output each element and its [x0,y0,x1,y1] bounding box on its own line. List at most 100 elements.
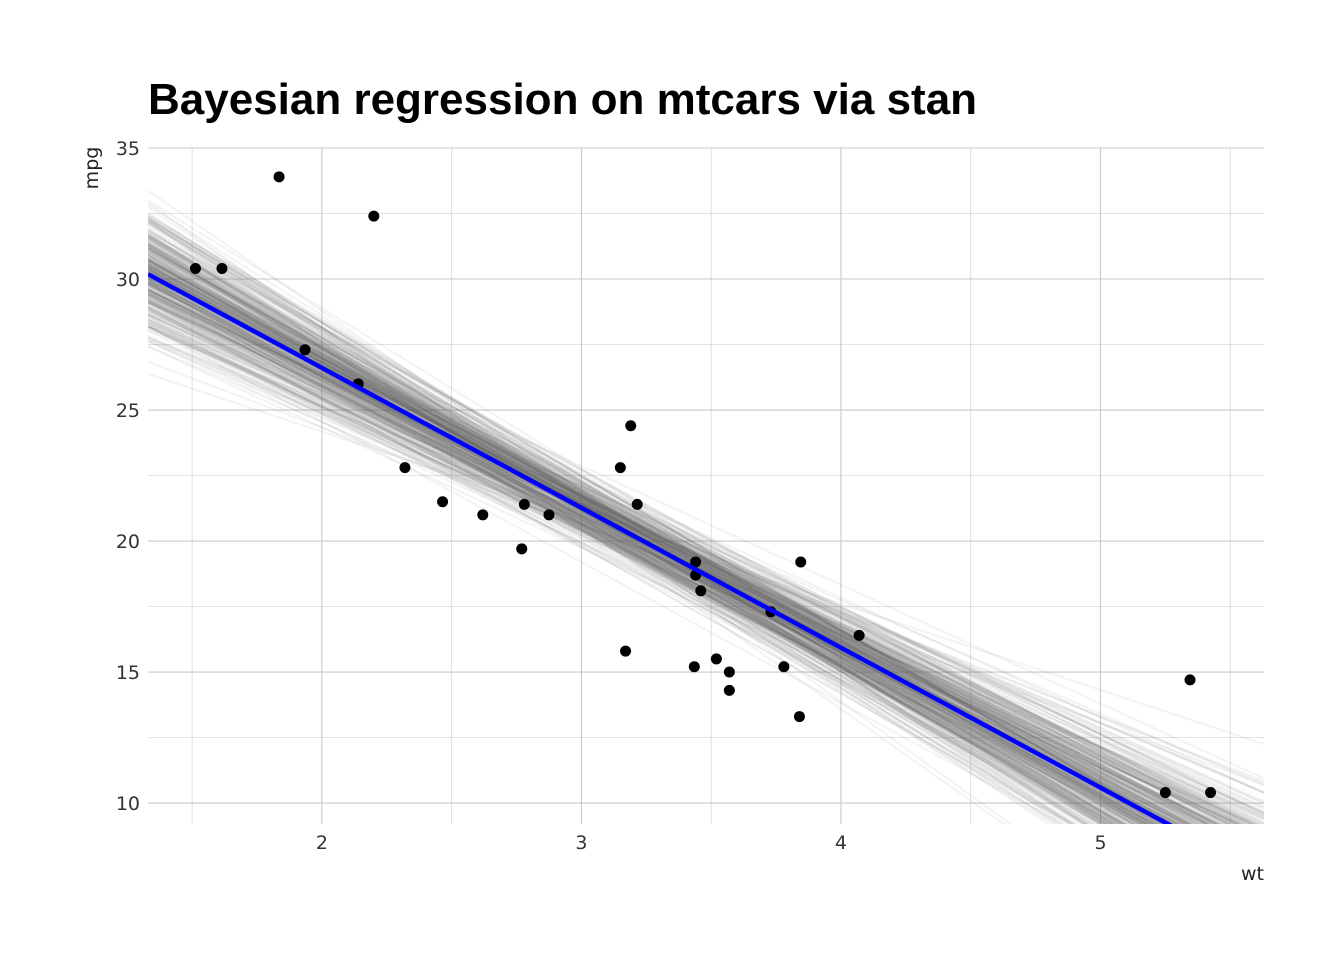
data-point [614,462,626,474]
data-point [273,171,285,183]
posterior-draw-line [148,243,1210,824]
posterior-draw-line [148,307,1247,824]
posterior-draw-line [148,284,1214,824]
posterior-draw-line [148,315,1118,824]
posterior-draw-line [148,324,1208,824]
posterior-draw-line [148,237,1133,824]
posterior-draw-line [148,227,1060,824]
posterior-draw-line [148,313,1223,824]
posterior-draw-line [148,265,1192,824]
data-point [368,210,380,222]
posterior-draw-line [148,229,1175,824]
posterior-draw-line [148,340,1243,824]
posterior-draw-line [148,275,1229,824]
posterior-draw-line [148,263,1063,824]
posterior-draw-line [148,324,1241,824]
y-tick-label: 15 [116,662,140,684]
posterior-draw-line [148,247,1108,824]
posterior-draw-line [148,253,1249,824]
posterior-draw-line [148,320,1264,814]
posterior-draw-line [148,255,1124,824]
posterior-draw-line [148,265,1227,824]
posterior-draw-line [148,234,1157,824]
posterior-draw-line [148,267,1185,824]
posterior-draw-line [148,272,1203,824]
posterior-draw-line [148,246,1144,824]
posterior-draw-line [148,277,1259,824]
posterior-draw-line [148,282,1155,824]
posterior-draw-line [148,321,1223,824]
posterior-draw-line [148,290,1136,824]
posterior-draw-line [148,307,1153,824]
posterior-draw-line [148,247,1110,824]
posterior-draw-line [148,270,1192,824]
posterior-draw-line [148,240,1117,824]
posterior-draw-line [148,288,1264,824]
posterior-draw-line [148,284,1167,824]
posterior-draw-line [148,283,1205,824]
posterior-draw-line [148,319,1112,824]
posterior-draw-line [148,295,1256,824]
posterior-draw-line [148,261,1264,817]
posterior-draw-line [148,276,1261,824]
posterior-draw-line [148,325,1211,824]
posterior-draw-line [148,282,1107,824]
posterior-draw-line [148,299,1264,824]
data-point [189,263,201,275]
posterior-draw-line [148,326,1149,824]
posterior-draw-line [148,247,1101,824]
posterior-draw-line [148,260,1193,824]
posterior-draw-line [148,238,1087,824]
posterior-draw-line [148,204,1123,824]
posterior-draw-line [148,300,1188,824]
posterior-draw-line [148,247,1155,824]
posterior-draw-line [148,257,1184,824]
data-point [690,556,702,568]
posterior-draw-line [148,321,1264,794]
posterior-draw-line [148,294,1134,824]
x-tick-label: 5 [1094,832,1106,854]
posterior-draw-line [148,298,1235,824]
posterior-draw-line [148,301,1075,824]
posterior-draw-line [148,304,1103,824]
grid-lines [148,147,1264,824]
posterior-draw-line [148,289,1209,824]
posterior-draw-line [148,307,1161,824]
posterior-draw-line [148,288,1218,824]
posterior-draw-line [148,288,1164,824]
posterior-draw-line [148,315,1163,824]
posterior-draw-line [148,214,1169,824]
posterior-draw-line [148,338,1264,818]
posterior-draw-line [148,293,1181,824]
posterior-draw-line [148,250,1264,824]
posterior-draw-line [148,217,1170,824]
posterior-draw-line [148,318,1240,824]
posterior-draw-line [148,281,1138,824]
posterior-draw-line [148,236,1110,824]
posterior-draw-line [148,340,1192,824]
posterior-draw-line [148,258,1136,824]
posterior-draw-line [148,334,1264,821]
posterior-draw-line [148,283,1221,824]
posterior-draw-line [148,222,1113,824]
posterior-draw-line [148,270,1249,824]
posterior-draw-line [148,257,1193,824]
data-point [723,666,735,678]
posterior-draw-line [148,251,1108,824]
posterior-draw-line [148,253,1106,824]
posterior-draw-line [148,304,1240,824]
posterior-draw-line [148,281,1156,824]
data-point [477,509,489,521]
posterior-draw-line [148,284,1264,805]
posterior-draw-line [148,269,1214,824]
data-point [793,711,805,723]
data-point [778,661,790,673]
x-tick-label: 3 [575,832,587,854]
posterior-draw-line [148,268,1189,824]
posterior-draw-line [148,248,1107,824]
posterior-draw-line [148,288,1224,824]
posterior-draw-line [148,292,1249,824]
posterior-draw-line [148,279,1154,824]
fit-line [148,272,1173,824]
posterior-draw-line [148,297,1194,824]
